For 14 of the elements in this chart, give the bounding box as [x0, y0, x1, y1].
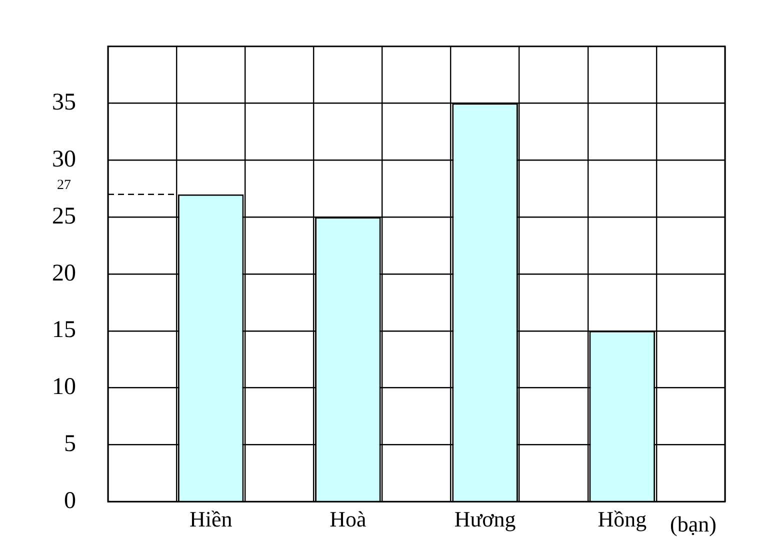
ref-line-label: 27 [57, 178, 71, 194]
x-axis-title: (bạn) [670, 511, 716, 536]
y-tick-label: 0 [64, 488, 76, 514]
y-tick-label: 20 [52, 260, 76, 286]
y-tick-label: 5 [64, 430, 76, 457]
x-tick-label: Hoà [330, 506, 367, 532]
x-tick-label: Hương [454, 506, 516, 532]
x-tick-label: Hiền [189, 506, 232, 532]
y-tick-label: 30 [52, 146, 76, 172]
y-tick-label: 15 [52, 317, 76, 344]
x-tick-label: Hồng [598, 506, 647, 532]
y-tick-label: 10 [52, 374, 76, 400]
y-tick-label: 35 [52, 90, 76, 116]
y-tick-label: 25 [52, 203, 76, 230]
